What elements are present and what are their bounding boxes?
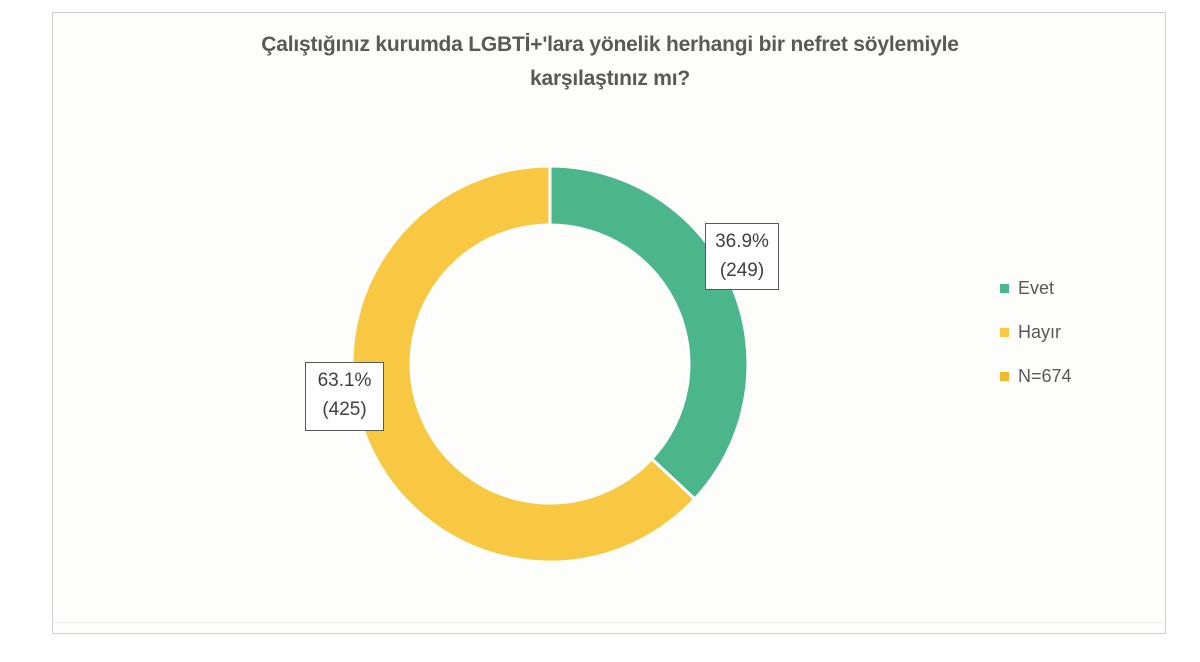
data-label-evet: 36.9% (249) [705, 223, 779, 290]
donut-segment-evet [548, 164, 750, 502]
data-label-evet-percent: 36.9% [715, 231, 769, 252]
chart-legend: Evet Hayır N=674 [1000, 266, 1072, 398]
frame-divider [53, 622, 1165, 623]
chart-title-line-2: karşılaştınız mı? [530, 67, 690, 90]
data-label-hayir-percent: 63.1% [317, 370, 372, 391]
legend-item-hayir: Hayır [1000, 310, 1072, 354]
legend-swatch-n [1000, 371, 1009, 381]
legend-swatch-evet [1000, 283, 1009, 293]
chart-title: Çalıştığınız kurumda LGBTİ+'lara yönelik… [120, 28, 1100, 96]
data-label-hayir-count: (425) [322, 399, 367, 420]
donut-segments [350, 164, 750, 564]
legend-item-evet: Evet [1000, 266, 1072, 310]
data-label-hayir: 63.1% (425) [305, 362, 384, 431]
chart-title-line-1: Çalıştığınız kurumda LGBTİ+'lara yönelik… [261, 33, 959, 56]
legend-label-evet: Evet [1018, 277, 1055, 298]
legend-label-n: N=674 [1018, 365, 1072, 386]
legend-swatch-hayir [1000, 327, 1009, 337]
legend-item-n: N=674 [1000, 354, 1072, 398]
legend-label-hayir: Hayır [1018, 321, 1062, 342]
donut-segment-hayir [350, 164, 697, 564]
data-label-evet-count: (249) [719, 260, 765, 281]
